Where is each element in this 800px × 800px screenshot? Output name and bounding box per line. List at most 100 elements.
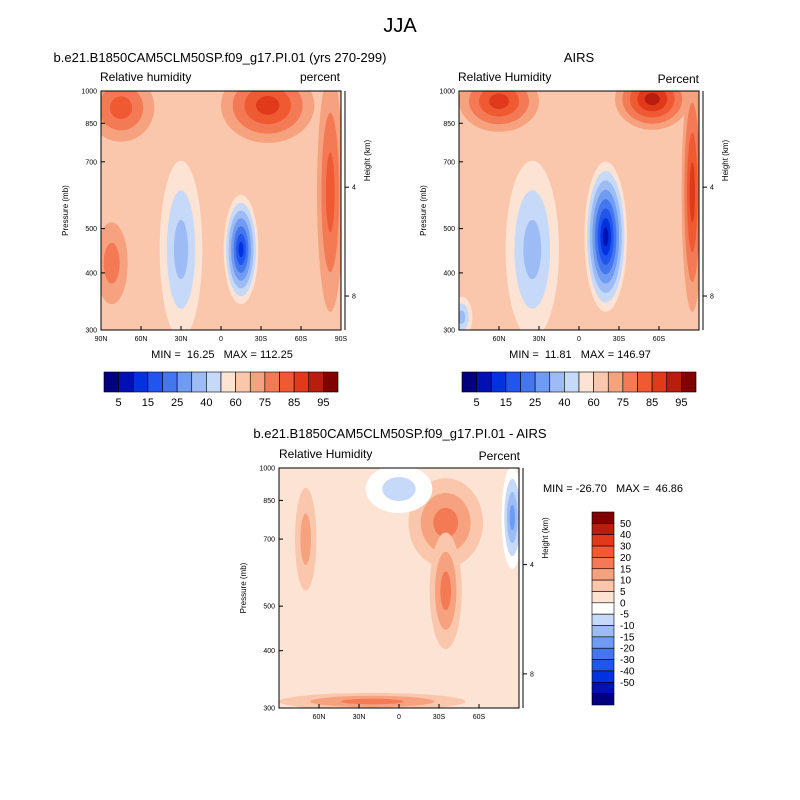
model-colorbar-box-12 — [279, 371, 295, 393]
airs-colorbar-label-6: 85 — [646, 397, 658, 409]
airs-colorbar-box-11 — [622, 371, 638, 393]
airs-contour-feature-2-level-3 — [489, 93, 509, 109]
model-colorbar-box-15 — [323, 371, 339, 393]
model-left-label: Relative humidity — [100, 70, 191, 84]
diff-contour-feature-2-level-2 — [341, 698, 404, 705]
model-colorbar-label-2: 25 — [171, 397, 183, 409]
model-colorbar-box-6 — [191, 371, 207, 393]
diff-contour-feature-3-level-3 — [509, 504, 515, 531]
model-heatmap-panel: 300 400 500 700 850 1000 90N 60N 30N 0 30S 60S 90S 8 4… — [61, 89, 372, 344]
diff-colorbar-box-4 — [591, 557, 615, 570]
model-colorbar-box-0 — [103, 371, 119, 393]
airs-ytick-label-850: 850 — [443, 121, 455, 128]
model-xtick-label-90S: 90S — [335, 336, 348, 343]
diff-colorbar-label-8: -5 — [620, 610, 629, 621]
airs-colorbar-box-5 — [534, 371, 551, 393]
diff-colorbar-box-3 — [591, 545, 615, 558]
airs-xtick-label-60S: 60S — [653, 336, 666, 343]
model-xtick-label-90N: 90N — [95, 336, 108, 343]
airs-colorbar-label-4: 60 — [587, 397, 599, 409]
diff-colorbar-label-13: -40 — [620, 666, 635, 677]
airs-contour-feature-1-level-7 — [603, 227, 609, 247]
diff-heatmap-panel: 300 400 500 700 850 1000 60N 30N 0 30S 60S 8 4 Pressu… — [239, 466, 550, 722]
model-contour-feature-3-level-3 — [256, 96, 280, 115]
diff-ytick-label-400: 400 — [263, 648, 275, 655]
airs-ytick-label-300: 300 — [443, 328, 455, 335]
diff-colorbar-box-15 — [591, 681, 615, 694]
airs-heatmap-panel: 300 400 500 700 850 1000 60N 30N 0 30S 60S 8 4 Pressu… — [419, 89, 730, 344]
airs-colorbar-label-3: 40 — [558, 397, 570, 409]
model-xtick-label-60N: 60N — [135, 336, 148, 343]
model-ytick-label-700: 700 — [85, 159, 97, 166]
model-height-tick-label-4: 4 — [352, 185, 356, 192]
airs-colorbar-box-7 — [564, 371, 580, 393]
airs-colorbar-box-14 — [666, 371, 682, 393]
diff-colorbar-box-16 — [591, 693, 615, 706]
diff-colorbar-label-1: 40 — [620, 530, 632, 541]
airs-colorbar-box-13 — [651, 371, 668, 393]
diff-contour-feature-1-level-2 — [440, 571, 452, 611]
diff-height-tick-label-4: 4 — [530, 562, 534, 569]
airs-contour-feature-5-level-2 — [459, 310, 466, 324]
model-contour-feature-5-level-1 — [103, 242, 120, 284]
model-panel-title: b.e21.B1850CAM5CLM50SP.f09_g17.PI.01 (yr… — [54, 50, 387, 65]
diff-colorbar-label-4: 15 — [620, 564, 632, 575]
model-colorbar-label-7: 95 — [317, 397, 329, 409]
airs-xtick-label-30S: 30S — [613, 336, 626, 343]
model-colorbar-box-11 — [264, 371, 280, 393]
diff-contour-feature-0-level-2 — [433, 507, 459, 538]
diff-colorbar-label-14: -50 — [620, 678, 635, 689]
diff-panel-title: b.e21.B1850CAM5CLM50SP.f09_g17.PI.01 - A… — [253, 426, 547, 441]
diff-colorbar-box-10 — [591, 625, 615, 638]
airs-colorbar-box-15 — [681, 371, 697, 393]
airs-colorbar-label-5: 75 — [617, 397, 629, 409]
diff-colorbar-label-9: -10 — [620, 621, 635, 632]
airs-stats: MIN = 11.81 MAX = 146.97 — [509, 349, 651, 361]
diff-colorbar-box-7 — [591, 591, 615, 604]
diff-xtick-label-30N: 30N — [353, 714, 366, 721]
diff-ytick-label-850: 850 — [263, 498, 275, 505]
diff-colorbar-box-12 — [591, 647, 615, 660]
model-xtick-label-60S: 60S — [295, 336, 308, 343]
model-colorbar-box-13 — [293, 371, 310, 393]
diff-colorbar-box-8 — [591, 602, 615, 615]
diff-ytick-label-500: 500 — [263, 604, 275, 611]
model-xtick-label-30N: 30N — [175, 336, 188, 343]
model-colorbar-box-9 — [235, 371, 251, 393]
model-right-label: percent — [300, 70, 341, 84]
airs-ytick-label-1000: 1000 — [439, 89, 455, 96]
model-colorbar-label-5: 75 — [259, 397, 271, 409]
diff-colorbar-box-6 — [591, 579, 615, 592]
airs-colorbar-label-7: 95 — [675, 397, 687, 409]
model-xtick-label-30S: 30S — [255, 336, 268, 343]
diff-right-label: Percent — [479, 449, 521, 463]
diff-contour-feature-5-level-1 — [300, 513, 312, 565]
model-colorbar-box-14 — [308, 371, 324, 393]
airs-colorbar-box-1 — [476, 371, 492, 393]
diff-height-tick-label-8: 8 — [530, 671, 534, 678]
airs-colorbar-box-3 — [505, 371, 521, 393]
diff-colorbar-box-5 — [591, 568, 615, 581]
diff-colorbar-label-0: 50 — [620, 519, 632, 530]
airs-left-label: Relative Humidity — [458, 70, 551, 84]
diff-colorbar-box-1 — [591, 523, 615, 535]
diff-colorbar-label-3: 20 — [620, 553, 632, 564]
airs-contour-feature-4-level-3 — [689, 162, 695, 223]
diff-colorbar-box-9 — [591, 613, 615, 626]
airs-colorbar-box-6 — [549, 371, 565, 393]
model-colorbar-box-8 — [220, 371, 236, 393]
airs-height-tick-label-4: 4 — [710, 185, 714, 192]
model-colorbar-box-2 — [132, 371, 149, 393]
airs-panel-title: AIRS — [564, 50, 595, 65]
diff-ytick-label-1000: 1000 — [259, 466, 275, 473]
airs-xtick-label-30N: 30N — [533, 336, 546, 343]
model-colorbar-label-4: 60 — [229, 397, 241, 409]
model-colorbar-box-1 — [118, 371, 134, 393]
airs-ytick-label-500: 500 — [443, 226, 455, 233]
model-colorbar-box-3 — [147, 371, 163, 393]
model-colorbar-box-4 — [162, 371, 178, 393]
airs-colorbar-label-2: 25 — [529, 397, 541, 409]
diff-colorbar-label-7: 0 — [620, 598, 626, 609]
